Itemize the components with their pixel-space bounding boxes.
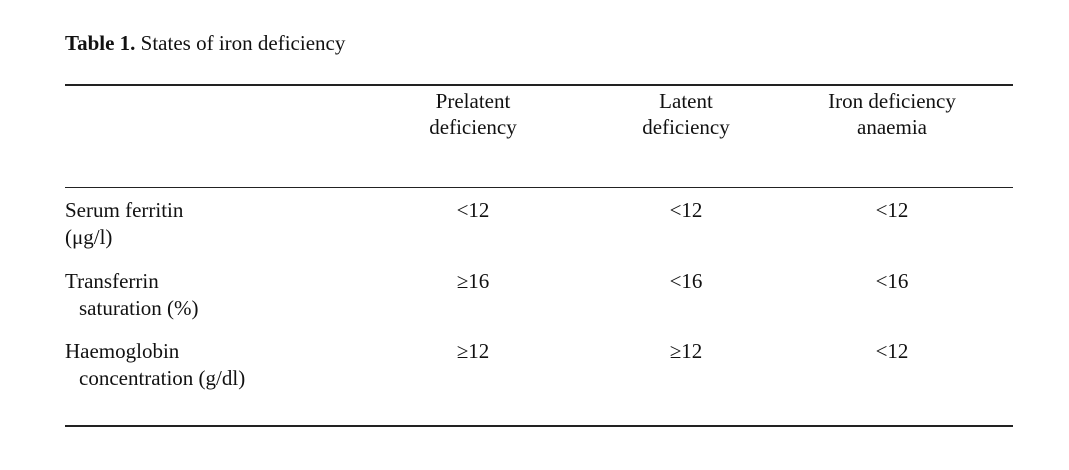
caption-label: Table 1. [65, 31, 136, 55]
column-header: deficiency [429, 115, 517, 139]
row-label: Transferrin [65, 269, 159, 293]
row-label: Serum ferritin [65, 198, 184, 222]
row-label: concentration (g/dl) [79, 366, 246, 390]
header-rule [65, 187, 1013, 188]
caption: Table 1. States of iron deficiency [65, 30, 345, 56]
bottom-rule [65, 425, 1013, 427]
row-label: (μg/l) [65, 225, 113, 249]
cell: <12 [456, 198, 490, 222]
caption-text: States of iron deficiency [140, 31, 346, 55]
column-header: Latent [659, 89, 713, 113]
cell: ≥12 [669, 339, 703, 363]
cell: <12 [875, 339, 909, 363]
row-label: saturation (%) [79, 296, 199, 320]
column-header: Iron deficiency [828, 89, 956, 113]
cell: <16 [669, 269, 703, 293]
column-header: Prelatent [435, 89, 511, 113]
row-label: Haemoglobin [65, 339, 180, 363]
column-header: anaemia [857, 115, 927, 139]
top-rule [65, 84, 1013, 86]
cell: <16 [875, 269, 909, 293]
cell: <12 [875, 198, 909, 222]
column-header: deficiency [642, 115, 730, 139]
cell: ≥16 [456, 269, 490, 293]
cell: ≥12 [456, 339, 490, 363]
cell: <12 [669, 198, 703, 222]
